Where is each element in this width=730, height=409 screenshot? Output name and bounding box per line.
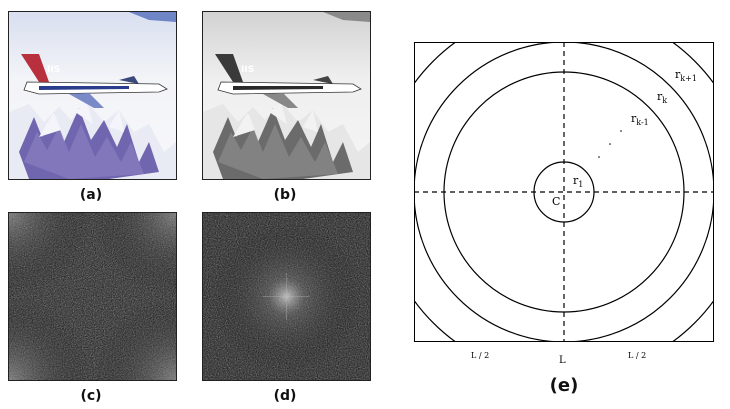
- caption-d: (d): [273, 388, 297, 404]
- spectrum-uncentered-image: [9, 213, 176, 380]
- ring-outer-k-plus-1: [414, 42, 714, 342]
- jet-color-image: IIS: [9, 12, 176, 179]
- ring-label-1: r1: [573, 174, 583, 189]
- image-panel-a: IIS: [8, 11, 177, 180]
- caption-a: (a): [79, 187, 103, 203]
- ring-label-k-minus-1: rk-1: [631, 112, 649, 127]
- bottom-label-center: L: [559, 355, 566, 366]
- image-panel-d: [202, 212, 371, 381]
- ring-label-k: rk: [657, 90, 667, 105]
- caption-e: (e): [549, 375, 579, 396]
- bottom-label-left: L / 2: [471, 351, 489, 360]
- ring-diagram: C r1 rk-1 rk rk+1 L / 2 L L / 2: [414, 42, 714, 366]
- ring-label-k-plus-1: rk+1: [675, 68, 697, 83]
- diagram-frame: [414, 42, 714, 342]
- ellipsis-dots: [598, 130, 622, 158]
- image-panel-b: IIS: [202, 11, 371, 180]
- svg-text:IIS: IIS: [241, 65, 254, 75]
- bottom-label-right: L / 2: [628, 351, 646, 360]
- image-panel-c: [8, 212, 177, 381]
- caption-c: (c): [80, 388, 102, 404]
- svg-text:IIS: IIS: [47, 65, 60, 75]
- spectrum-centered-image: [203, 213, 370, 380]
- jet-gray-image: IIS: [203, 12, 370, 179]
- center-label: C: [552, 195, 560, 208]
- caption-b: (b): [273, 187, 297, 203]
